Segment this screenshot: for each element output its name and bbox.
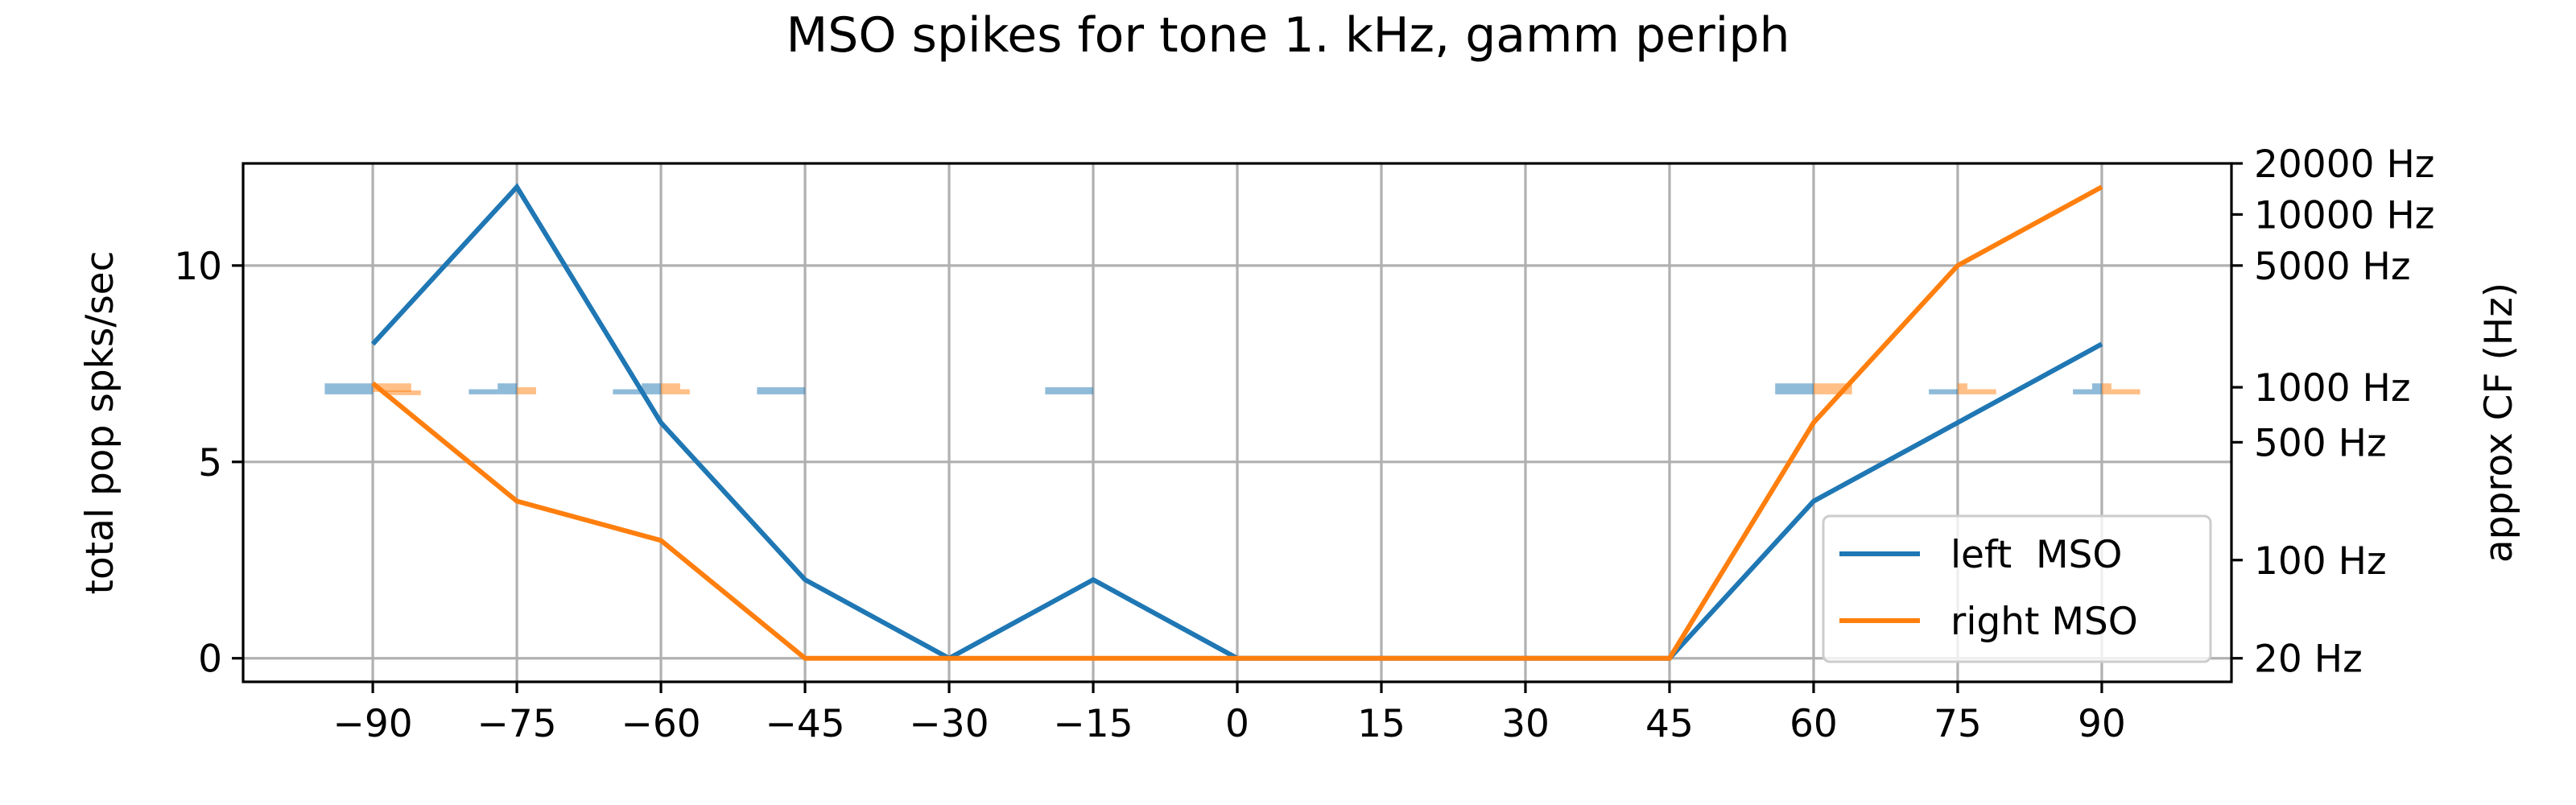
- cf-hist-bar-left: [757, 387, 806, 394]
- y-tick-label: 0: [198, 638, 222, 682]
- right-tick-label: 1000 Hz: [2254, 366, 2411, 411]
- cf-hist-bar-right: [1967, 389, 1996, 394]
- cf-hist-bar-left: [642, 383, 662, 394]
- cf-hist-bar-right: [373, 383, 411, 392]
- x-tick-label: 30: [1501, 702, 1550, 746]
- x-tick-label: −45: [765, 702, 844, 746]
- cf-hist-bar-right: [2111, 389, 2140, 394]
- cf-hist-bar-left: [2073, 389, 2092, 394]
- cf-hist-bar-right: [2101, 383, 2112, 394]
- y-axis-label: total pop spks/sec: [78, 251, 122, 595]
- x-tick-label: −15: [1053, 702, 1133, 746]
- cf-hist-bar-right: [679, 389, 690, 394]
- x-tick-label: 0: [1225, 702, 1249, 746]
- cf-hist-bar-right: [661, 383, 680, 394]
- legend-label: right MSO: [1951, 600, 2138, 644]
- y-axis-ticks: 0 5 10: [174, 245, 243, 682]
- x-tick-label: 75: [1934, 702, 1982, 746]
- cf-hist-bar-left: [1775, 383, 1814, 394]
- cf-hist-bar-left: [1929, 389, 1958, 394]
- cf-hist-bar-left: [1045, 387, 1094, 394]
- right-axis-ticks: 20 Hz 100 Hz 500 Hz 1000 Hz 5000 Hz 10000 Hz 2…: [2231, 142, 2434, 682]
- cf-hist-bar-right: [517, 387, 536, 394]
- x-tick-label: 15: [1357, 702, 1406, 746]
- x-tick-label: 60: [1790, 702, 1838, 746]
- x-tick-label: 90: [2078, 702, 2126, 746]
- legend-box: [1822, 514, 2212, 663]
- legend-label: left MSO: [1951, 533, 2122, 577]
- cf-hist-bar-left: [497, 383, 518, 394]
- cf-hist-bar-left: [613, 389, 642, 394]
- right-axis-label: approx CF (Hz): [2477, 283, 2521, 563]
- cf-hist-bar-left: [324, 383, 374, 394]
- legend: left MSO right MSO: [1822, 514, 2212, 663]
- cf-hist-bar-right: [1957, 383, 1967, 394]
- y-tick-label: 10: [174, 245, 222, 289]
- right-tick-label: 500 Hz: [2254, 421, 2387, 465]
- right-tick-label: 20 Hz: [2254, 638, 2363, 682]
- x-tick-label: −75: [477, 702, 556, 746]
- x-tick-label: 45: [1645, 702, 1694, 746]
- y-tick-label: 5: [198, 441, 222, 485]
- series-line-right-mso: [371, 184, 2103, 661]
- right-tick-label: 100 Hz: [2254, 539, 2387, 584]
- cf-hist-bar-left: [2091, 383, 2102, 394]
- cf-hist-bar-left: [469, 389, 498, 394]
- x-tick-label: −60: [621, 702, 700, 746]
- x-tick-label: −30: [909, 702, 989, 746]
- cf-hist-bar-right: [382, 390, 421, 395]
- right-tick-label: 10000 Hz: [2254, 193, 2434, 237]
- chart-title: MSO spikes for tone 1. kHz, gamm periph: [786, 7, 1790, 64]
- x-tick-label: −90: [332, 702, 412, 746]
- cf-histogram: [324, 383, 2140, 395]
- series-lines: [370, 183, 2103, 662]
- right-tick-label: 5000 Hz: [2254, 245, 2411, 289]
- x-axis-ticks: −90 −75 −60 −45 −30 −15 0 15 30 45 60 75 90: [332, 682, 2126, 746]
- right-tick-label: 20000 Hz: [2254, 142, 2434, 187]
